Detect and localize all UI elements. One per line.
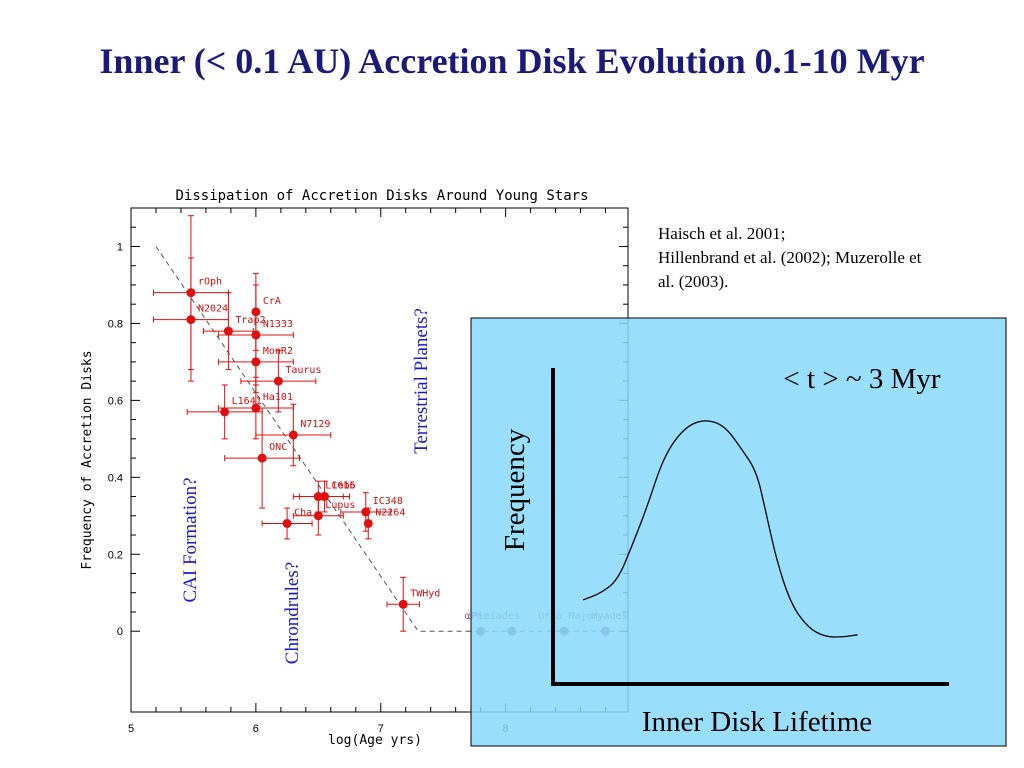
data-point: Lupus bbox=[292, 496, 355, 536]
lifetime-inset: < t > ~ 3 Myr Inner Disk Lifetime Freque… bbox=[470, 317, 1007, 747]
inset-y-label: Frequency bbox=[499, 428, 531, 551]
point-label: L1615 bbox=[325, 481, 355, 492]
data-point: TWHyd bbox=[386, 576, 440, 632]
point-label: Cha bbox=[294, 507, 312, 518]
data-points: rOphN2024CrATrap2N1333MonR2TaurusL1641Ha… bbox=[152, 215, 440, 632]
point-label: L1641 bbox=[232, 396, 262, 407]
point-label: N2264 bbox=[375, 507, 405, 518]
citation-line: Haisch et al. 2001; bbox=[658, 224, 786, 243]
point-label: rOph bbox=[198, 277, 222, 288]
citation-text: Haisch et al. 2001; Hillenbrand et al. (… bbox=[658, 222, 1018, 294]
y-tick-label: 0.6 bbox=[108, 395, 123, 407]
point-marker bbox=[320, 492, 330, 502]
y-tick-label: 0.4 bbox=[108, 472, 123, 484]
x-tick-label: 6 bbox=[253, 723, 259, 735]
point-label: Lupus bbox=[325, 500, 355, 511]
point-label: Taurus bbox=[285, 365, 321, 376]
point-marker bbox=[282, 518, 292, 528]
citation-line: al. (2003). bbox=[658, 272, 729, 291]
point-marker bbox=[257, 453, 267, 463]
y-tick-label: 0 bbox=[117, 626, 123, 638]
point-label: N7129 bbox=[300, 419, 330, 430]
y-tick-label: 0.2 bbox=[108, 549, 123, 561]
point-marker bbox=[186, 315, 196, 325]
data-point: L1641 bbox=[186, 384, 263, 440]
point-marker bbox=[313, 511, 323, 521]
data-point: N2264 bbox=[363, 507, 405, 540]
citation-line: Hillenbrand et al. (2002); Muzerolle et bbox=[658, 248, 922, 267]
point-label: TWHyd bbox=[410, 588, 440, 599]
data-point: Ceb6 bbox=[299, 481, 356, 513]
disk-frequency-chart: Dissipation of Accretion Disks Around Yo… bbox=[80, 188, 629, 748]
data-point: N7129 bbox=[255, 403, 332, 467]
x-tick-label: 5 bbox=[128, 723, 134, 735]
point-label: CrA bbox=[263, 296, 281, 307]
inset-panel bbox=[470, 317, 1007, 747]
slide-title: Inner (< 0.1 AU) Accretion Disk Evolutio… bbox=[99, 41, 925, 81]
x-axis-label: log(Age yrs) bbox=[328, 733, 422, 748]
y-tick-label: 1 bbox=[117, 241, 123, 253]
point-label: Trap2 bbox=[235, 315, 265, 326]
data-point: Cha bbox=[261, 507, 313, 540]
data-point: Ha101 bbox=[217, 376, 294, 440]
chondrules-note: Chrondrules? bbox=[282, 562, 303, 664]
point-label: Ceb6 bbox=[332, 481, 356, 492]
point-marker bbox=[273, 376, 283, 386]
x-tick-label: 7 bbox=[378, 723, 384, 735]
data-point: ONC bbox=[224, 407, 301, 509]
cai-formation-note: CAI Formation? bbox=[180, 477, 201, 602]
chart-title: Dissipation of Accretion Disks Around Yo… bbox=[175, 188, 588, 204]
inset-x-label: Inner Disk Lifetime bbox=[642, 706, 872, 738]
point-marker bbox=[251, 403, 261, 413]
y-axis-label: Frequency of Accretion Disks bbox=[80, 350, 95, 569]
point-label: IC348 bbox=[373, 496, 403, 507]
mean-lifetime-label: < t > ~ 3 Myr bbox=[783, 363, 940, 395]
y-tick-label: 0.8 bbox=[108, 318, 123, 330]
point-label: N1333 bbox=[263, 319, 293, 330]
point-marker bbox=[220, 407, 230, 417]
point-label: Ha101 bbox=[263, 392, 293, 403]
point-label: N2024 bbox=[198, 304, 228, 315]
terrestrial-planets-note: Terrestrial Planets? bbox=[411, 308, 432, 454]
point-marker bbox=[251, 357, 261, 367]
point-marker bbox=[363, 518, 373, 528]
point-marker bbox=[361, 507, 371, 517]
lifetime-distribution-curve bbox=[582, 420, 858, 638]
point-marker bbox=[288, 430, 298, 440]
point-label: ONC bbox=[269, 442, 287, 453]
point-marker bbox=[223, 326, 233, 336]
data-point: Taurus bbox=[240, 349, 321, 413]
data-point: Trap2 bbox=[202, 292, 266, 371]
point-marker bbox=[398, 599, 408, 609]
